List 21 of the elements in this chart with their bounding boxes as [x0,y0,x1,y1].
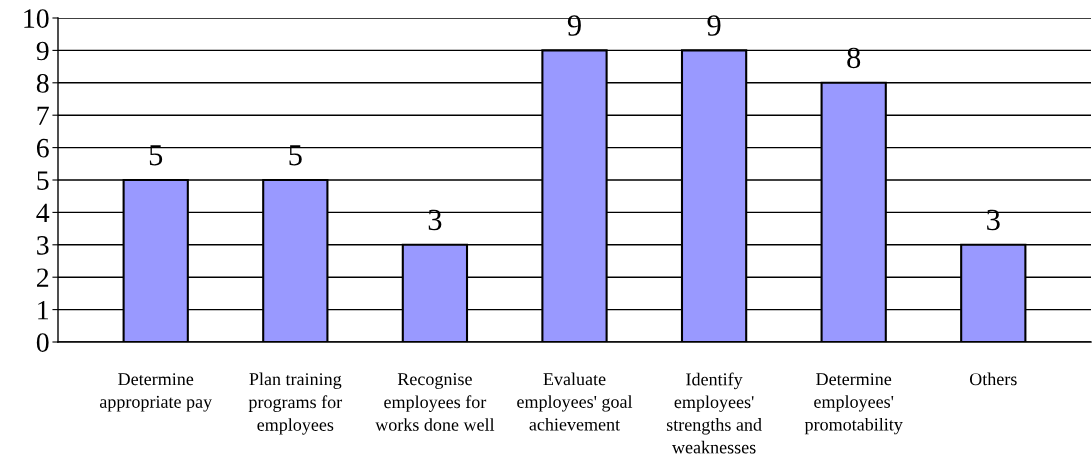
y-tick-label: 1 [38,300,48,320]
data-label: 3 [987,209,1000,231]
y-tick-label: 2 [37,268,49,287]
y-tick-label: 7 [37,106,49,125]
data-label: 9 [707,15,721,36]
x-tick-label: Determine appropriate pay [99,373,213,412]
x-tick-label: Others [969,372,1017,386]
y-tick-label: 4 [36,203,50,223]
y-tick-label: 3 [37,236,49,255]
y-tick-label: 10 [24,9,49,28]
y-tick-label: 5 [37,171,49,190]
x-tick-label: Recognise employees for works done well [375,373,495,431]
y-tick-label: 8 [36,73,49,93]
x-tick-label: Plan training programs for employees [248,372,343,435]
x-tick-label: Identify employees' strengths and weaknesses [666,372,762,454]
x-tick-label: Determine employees' promotability [804,373,903,435]
y-tick-label: 6 [36,138,49,158]
y-tick-label: 0 [36,333,49,352]
x-tick-label: Evaluate employees' goal achievement [517,372,633,431]
y-tick-label: 9 [36,41,49,61]
data-label: 9 [567,15,581,36]
